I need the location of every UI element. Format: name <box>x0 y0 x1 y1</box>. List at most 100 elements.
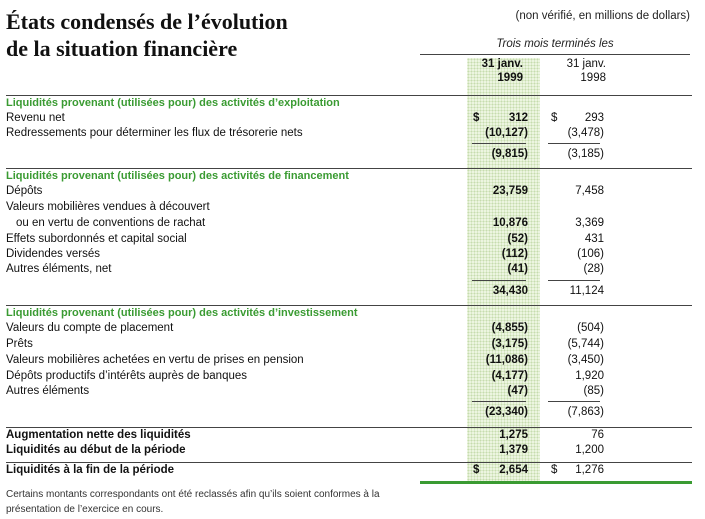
column-header-1999-date: 31 janv. <box>481 58 523 70</box>
value-1998: (504) <box>577 322 604 334</box>
value-1998: 1,200 <box>575 444 604 456</box>
column-header-1999: 31 janv. 1999 <box>463 58 523 85</box>
table-row: Valeurs du compte de placement (4,855) (50… <box>6 321 606 336</box>
title-line-2: de la situation financière <box>6 36 238 61</box>
table-row: Redressements pour déterminer les flux d… <box>6 126 606 141</box>
period-header: Trois mois terminés les <box>420 38 690 55</box>
subtotal-rule <box>472 143 526 144</box>
section-heading-row: Liquidités provenant (utilisées pour) de… <box>6 169 606 184</box>
value-1999: 2,654 <box>499 464 528 476</box>
value-1998: 3,369 <box>575 217 604 229</box>
currency-symbol-1999: $ <box>473 464 480 476</box>
table-row: Valeurs mobilières achetées en vertu de … <box>6 353 606 368</box>
column-header-1998: 31 janv. 1998 <box>546 58 606 85</box>
title-line-1: États condensés de l’évolution <box>6 9 288 34</box>
table-row: Liquidités à la fin de la période $ $2,654… <box>6 463 606 478</box>
subtotal-row: (23,340) (7,863) <box>6 405 606 420</box>
value-1998: (28) <box>583 263 604 275</box>
subtotal-rule <box>472 280 526 281</box>
subtotal-rule <box>548 401 600 402</box>
table-row: Autres éléments (47) (85) <box>6 384 606 399</box>
value-1999: (112) <box>501 248 528 260</box>
row-label: Liquidités provenant (utilisées pour) de… <box>6 307 358 319</box>
table-row: Dépôts productifs d’intérêts auprès de b… <box>6 369 606 384</box>
value-1999: (11,086) <box>485 354 528 366</box>
table-row: Liquidités au début de la période 1,379 1,… <box>6 443 606 458</box>
table-row: Dépôts 23,759 7,458 <box>6 184 606 199</box>
value-1998: 7,458 <box>575 185 604 197</box>
value-1998: 1,920 <box>575 370 604 382</box>
value-1999: 23,759 <box>492 185 528 197</box>
table-row: Valeurs mobilières vendues à découvert <box>6 200 606 215</box>
value-1999: (3,175) <box>491 338 528 350</box>
value-1998: (7,863) <box>567 406 604 418</box>
value-1999: 34,430 <box>492 285 528 297</box>
value-1999: (23,340) <box>485 406 528 418</box>
column-header-1998-year: 1998 <box>580 71 606 84</box>
section-heading-row: Liquidités provenant (utilisées pour) de… <box>6 306 606 321</box>
value-1999: (9,815) <box>491 148 528 160</box>
currency-symbol-1998: $ <box>551 112 558 124</box>
table-row: Effets subordonnés et capital social (52)… <box>6 232 606 247</box>
row-label: Liquidités provenant (utilisées pour) de… <box>6 97 340 109</box>
page-title: États condensés de l’évolution de la sit… <box>6 8 288 62</box>
value-1998: (3,478) <box>567 127 604 139</box>
subtotal-row: 34,430 11,124 <box>6 284 606 299</box>
value-1999: 10,876 <box>492 217 528 229</box>
section-heading-row: Liquidités provenant (utilisées pour) de… <box>6 96 606 111</box>
row-label: Liquidités à la fin de la période <box>6 464 175 476</box>
row-label: Liquidités provenant (utilisées pour) de… <box>6 170 349 182</box>
value-1998: 431 <box>584 233 604 245</box>
row-label: Autres éléments <box>6 385 90 397</box>
table-row: Dividendes versés (112) (106) <box>6 247 606 262</box>
section-divider <box>6 168 692 169</box>
currency-symbol-1998: $ <box>551 464 558 476</box>
row-label: ou en vertu de conventions de rachat <box>16 217 206 229</box>
value-1999: 312 <box>508 112 528 124</box>
value-1999: (41) <box>507 263 528 275</box>
value-1999: (47) <box>507 385 528 397</box>
value-1999: (10,127) <box>485 127 528 139</box>
value-1999: 1,379 <box>499 444 528 456</box>
final-total-rule <box>420 481 692 484</box>
value-1998: (3,185) <box>567 148 604 160</box>
row-label: Redressements pour déterminer les flux d… <box>6 127 303 139</box>
table-row: Prêts (3,175) (5,744) <box>6 337 606 352</box>
column-header-1999-year: 1999 <box>497 71 523 84</box>
row-label: Valeurs mobilières vendues à découvert <box>6 201 210 213</box>
value-1998: (85) <box>583 385 604 397</box>
row-label: Liquidités au début de la période <box>6 444 186 456</box>
value-1998: 1,276 <box>575 464 604 476</box>
value-1999: (52) <box>507 233 528 245</box>
value-1998: 76 <box>591 429 604 441</box>
row-label: Autres éléments, net <box>6 263 112 275</box>
row-label: Augmentation nette des liquidités <box>6 429 191 441</box>
footnote: Certains montants correspondants ont été… <box>6 489 380 515</box>
value-1998: 293 <box>584 112 604 124</box>
current-period-shading <box>467 58 540 483</box>
row-label: Dividendes versés <box>6 248 100 260</box>
value-1999: 1,275 <box>499 429 528 441</box>
section-divider <box>6 95 692 96</box>
column-header-1998-date: 31 janv. <box>566 58 606 70</box>
value-1998: (5,744) <box>567 338 604 350</box>
row-label: Valeurs du compte de placement <box>6 322 174 334</box>
row-label: Valeurs mobilières achetées en vertu de … <box>6 354 304 366</box>
subtotal-row: (9,815) (3,185) <box>6 147 606 162</box>
row-label: Prêts <box>6 338 33 350</box>
row-label: Dépôts productifs d’intérêts auprès de b… <box>6 370 248 382</box>
row-label: Revenu net <box>6 112 65 124</box>
table-row: Augmentation nette des liquidités 1,275 76 <box>6 428 606 443</box>
value-1998: 11,124 <box>569 285 604 297</box>
subtotal-rule <box>548 280 600 281</box>
table-row: Autres éléments, net (41) (28) <box>6 262 606 277</box>
value-1999: (4,177) <box>491 370 528 382</box>
section-divider <box>6 427 692 428</box>
subtotal-rule <box>472 401 526 402</box>
units-note: (non vérifié, en millions de dollars) <box>515 10 691 22</box>
subtotal-rule <box>548 143 600 144</box>
section-divider <box>6 305 692 306</box>
value-1998: (106) <box>577 248 604 260</box>
row-label: Effets subordonnés et capital social <box>6 233 187 245</box>
row-label: Dépôts <box>6 185 43 197</box>
